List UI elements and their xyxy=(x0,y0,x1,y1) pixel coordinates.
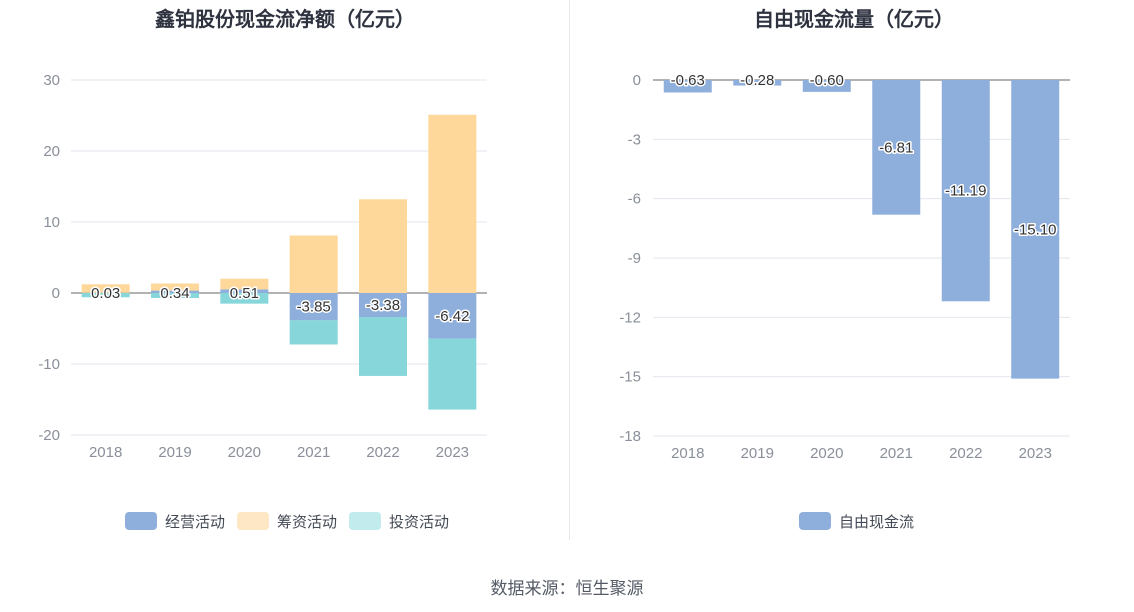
legend-swatch xyxy=(349,512,381,530)
data-label: -15.10 xyxy=(1014,221,1057,238)
cash-flow-net-chart: 鑫铂股份现金流净额（亿元） 30 20 10 0 -10 -20 2018 0.03 2019 0.… xyxy=(38,7,487,531)
bar-经营活动 xyxy=(428,293,477,339)
data-label: -11.19 xyxy=(945,183,986,200)
free-cash-flow-chart: 自由现金流量（亿元） 0 -3 -6 -9 -12 -15 -18 2018 -0.63 2019 -… xyxy=(619,7,1070,531)
y-tick-label: -12 xyxy=(619,309,641,326)
bar-自由现金流 xyxy=(872,80,921,215)
bar-自由现金流 xyxy=(941,80,990,302)
x-tick-label: 2022 xyxy=(366,444,399,461)
bar-投资活动 xyxy=(359,316,407,376)
y-tick-label: 30 xyxy=(43,72,60,89)
data-label: -0.63 xyxy=(671,72,705,89)
bar-投资活动 xyxy=(289,320,338,345)
x-tick-label: 2018 xyxy=(671,445,704,462)
data-label: -6.42 xyxy=(435,308,469,325)
bar-筹资活动 xyxy=(289,235,338,293)
y-tick-label: 20 xyxy=(43,143,60,160)
x-tick-label: 2021 xyxy=(880,445,913,462)
bar-投资活动 xyxy=(151,293,199,298)
legend-label: 自由现金流 xyxy=(839,514,914,531)
y-tick-label: -10 xyxy=(38,356,60,373)
data-label: -3.38 xyxy=(366,297,400,314)
chart-title: 鑫铂股份现金流净额（亿元） xyxy=(155,7,415,31)
y-tick-label: 0 xyxy=(52,285,60,302)
x-tick-label: 2019 xyxy=(158,444,191,461)
bar-经营活动 xyxy=(220,289,269,293)
x-tick-label: 2018 xyxy=(89,444,122,461)
bar-自由现金流 xyxy=(663,80,712,93)
legend-label: 筹资活动 xyxy=(277,514,337,531)
x-tick-label: 2020 xyxy=(228,444,261,461)
x-tick-label: 2021 xyxy=(297,444,330,461)
y-tick-label: -3 xyxy=(628,131,641,148)
data-label: -0.60 xyxy=(810,72,844,89)
data-label: 0.51 xyxy=(230,285,259,302)
chart-divider xyxy=(569,0,570,540)
y-tick-label: -20 xyxy=(38,427,60,444)
bar-投资活动 xyxy=(220,293,269,304)
data-label: -3.85 xyxy=(297,299,331,316)
bar-自由现金流 xyxy=(733,80,782,86)
x-tick-label: 2022 xyxy=(949,445,982,462)
data-label: -0.28 xyxy=(740,72,774,89)
bar-自由现金流 xyxy=(1011,80,1060,379)
x-tick-label: 2023 xyxy=(436,444,469,461)
data-label: 0.34 xyxy=(160,285,189,302)
bar-筹资活动 xyxy=(428,114,477,293)
x-tick-label: 2019 xyxy=(741,445,774,462)
legend-swatch xyxy=(125,512,157,530)
bar-自由现金流 xyxy=(802,80,851,92)
data-label: 0.03 xyxy=(91,285,120,302)
bar-投资活动 xyxy=(428,338,477,410)
legend-swatch xyxy=(799,512,831,530)
bar-投资活动 xyxy=(81,293,130,298)
y-tick-label: -6 xyxy=(628,191,641,208)
bar-经营活动 xyxy=(359,293,407,317)
legend-swatch xyxy=(237,512,269,530)
x-tick-label: 2020 xyxy=(810,445,843,462)
bar-筹资活动 xyxy=(359,199,407,293)
bar-筹资活动 xyxy=(81,284,130,293)
bar-筹资活动 xyxy=(151,283,199,291)
y-tick-label: 10 xyxy=(43,214,60,231)
y-tick-label: -9 xyxy=(628,250,641,267)
y-tick-label: 0 xyxy=(633,72,641,89)
data-label: -6.81 xyxy=(879,139,913,156)
legend-label: 投资活动 xyxy=(389,514,449,531)
bar-经营活动 xyxy=(151,290,199,293)
data-source-note: 数据来源：恒生聚源 xyxy=(490,579,644,598)
y-tick-label: -15 xyxy=(619,369,641,386)
x-tick-label: 2023 xyxy=(1019,445,1052,462)
y-tick-label: -18 xyxy=(619,428,641,445)
bar-筹资活动 xyxy=(220,278,269,290)
legend-label: 经营活动 xyxy=(165,514,225,531)
chart-title: 自由现金流量（亿元） xyxy=(754,7,954,31)
bar-经营活动 xyxy=(289,293,338,321)
